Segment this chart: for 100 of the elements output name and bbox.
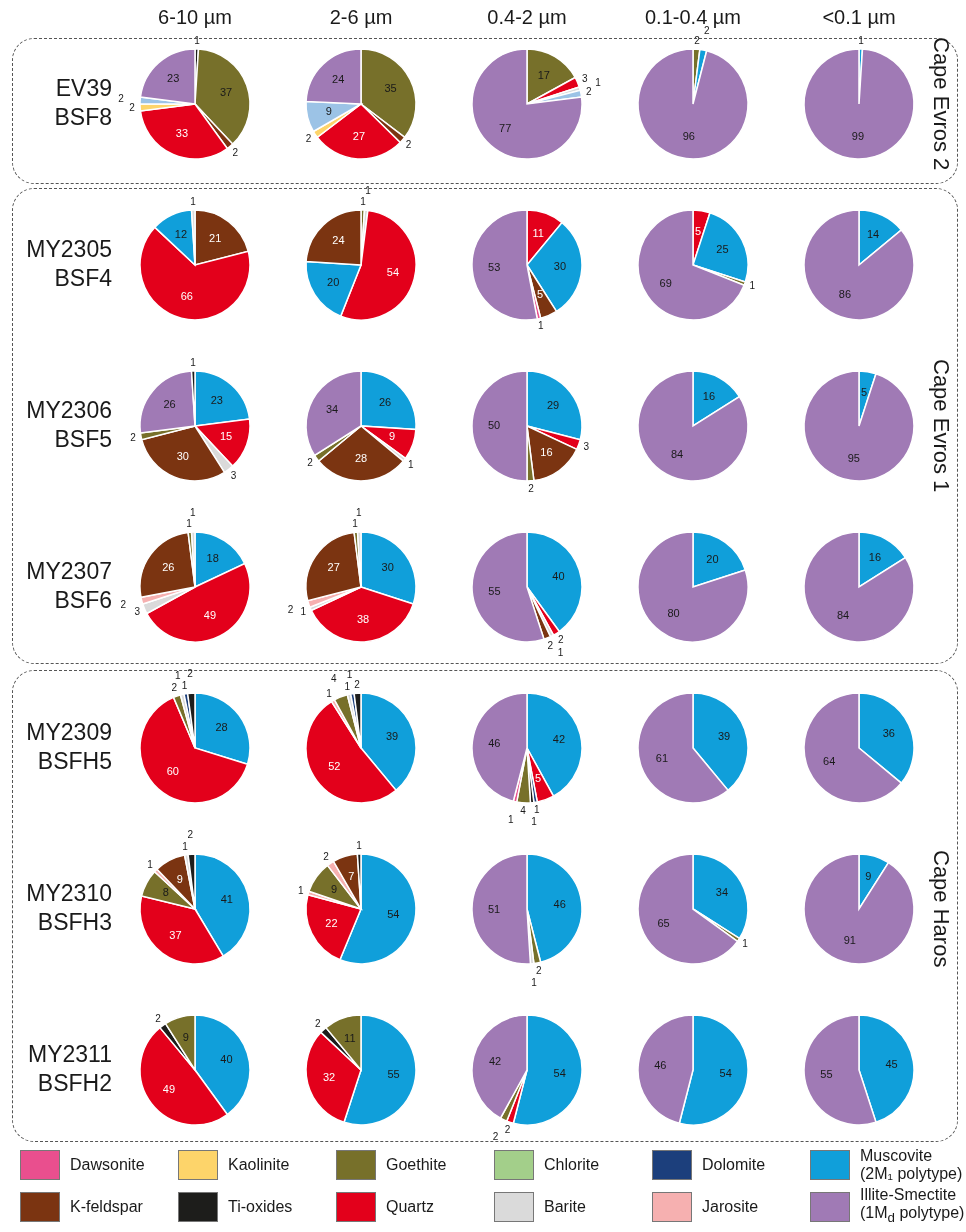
data-label: 2 <box>155 1013 162 1025</box>
data-label: 2 <box>405 139 412 151</box>
data-label: 9 <box>182 1031 189 1044</box>
data-label: 2 <box>187 668 194 680</box>
data-label: 33 <box>175 127 189 140</box>
data-label: 1 <box>508 814 515 826</box>
data-label: 1 <box>297 884 304 896</box>
data-label: 16 <box>868 551 882 564</box>
data-label: 1 <box>534 804 541 816</box>
data-label: 40 <box>220 1052 233 1065</box>
data-label: 28 <box>354 452 368 464</box>
data-label: 11 <box>344 1031 356 1044</box>
data-label: 1 <box>300 606 307 618</box>
data-label: 1 <box>360 196 367 208</box>
category-label: Kaolinite <box>228 1156 290 1174</box>
data-label: 2 <box>307 457 314 469</box>
data-label: 36 <box>882 726 895 739</box>
text: MY2309 BSFH5 <box>25 718 112 776</box>
data-label: 2 <box>528 482 535 494</box>
data-label: 38 <box>356 612 370 625</box>
data-label: 1 <box>190 357 197 369</box>
data-label: 84 <box>670 447 684 460</box>
data-label: 21 <box>209 231 222 244</box>
data-label: 2 <box>704 25 711 37</box>
data-label: 34 <box>325 403 339 416</box>
data-label: 61 <box>655 752 669 765</box>
data-label: 1 <box>344 680 351 692</box>
data-label: 1 <box>408 458 414 470</box>
data-label: 9 <box>388 430 396 443</box>
data-label: 50 <box>487 419 501 431</box>
data-label: 46 <box>488 736 501 749</box>
data-label: 4 <box>520 804 527 816</box>
chart-title: 6-10 µm <box>157 6 233 29</box>
text: MY2306 BSF5 <box>25 396 112 454</box>
category-label: Ti-oxides <box>228 1198 293 1216</box>
data-label: 3 <box>230 469 237 481</box>
data-label: 20 <box>706 553 719 566</box>
data-label: 1 <box>557 646 564 658</box>
data-label: 7 <box>348 870 355 883</box>
data-label: 5 <box>535 772 542 785</box>
data-label: 55 <box>820 1068 833 1081</box>
text: MY2310 BSFH3 <box>25 879 112 937</box>
data-label: 2 <box>354 679 361 691</box>
data-label: 46 <box>654 1058 667 1071</box>
data-label: 35 <box>384 82 397 95</box>
data-label: 42 <box>488 1054 502 1067</box>
data-label: 55 <box>387 1068 400 1081</box>
data-label: 84 <box>836 608 850 621</box>
data-label: 1 <box>352 518 359 530</box>
chart-title: 2-6 µm <box>328 6 394 29</box>
data-label: 29 <box>546 398 560 411</box>
chart-title: 0.4-2 µm <box>486 6 568 29</box>
data-label: 2 <box>536 964 543 976</box>
data-label: 30 <box>553 260 567 273</box>
data-label: 5 <box>861 386 868 399</box>
category-label: Barite <box>544 1198 586 1216</box>
data-label: 77 <box>499 121 512 134</box>
data-label: 26 <box>162 560 175 573</box>
data-label: 37 <box>169 928 182 941</box>
data-label: 27 <box>352 129 366 142</box>
data-label: 1 <box>749 280 756 292</box>
data-label: 5 <box>695 225 702 238</box>
data-label: 1 <box>346 668 353 680</box>
data-label: 23 <box>210 394 223 407</box>
data-label: 1 <box>365 185 372 197</box>
data-label: 11 <box>532 226 544 239</box>
data-label: 69 <box>659 276 672 289</box>
data-label: 60 <box>166 765 179 778</box>
data-label: 2 <box>557 634 564 646</box>
data-label: 1 <box>531 815 538 827</box>
data-label: 1 <box>182 840 189 852</box>
category-label: Illite-Smectite (1M$_{d}$ polytype) <box>860 1186 966 1228</box>
category-label: Dolomite <box>702 1156 766 1174</box>
data-label: 22 <box>325 916 338 929</box>
data-label: 1 <box>189 507 196 519</box>
data-label: 16 <box>540 445 553 458</box>
data-label: 64 <box>823 755 836 768</box>
text: EV39 BSF8 <box>53 74 112 132</box>
data-label: 1 <box>326 687 333 699</box>
data-label: 2 <box>287 603 294 615</box>
data-label: 39 <box>717 729 731 742</box>
data-label: 1 <box>147 858 154 870</box>
data-label: 1 <box>190 196 197 208</box>
data-label: 37 <box>219 85 233 98</box>
data-label: 30 <box>381 560 394 573</box>
data-label: 3 <box>134 606 141 618</box>
data-label: 1 <box>355 507 362 519</box>
data-label: 41 <box>220 893 233 906</box>
data-label: 51 <box>487 903 501 916</box>
data-label: 1 <box>537 320 544 332</box>
data-label: 2 <box>118 93 125 105</box>
data-label: 8 <box>162 886 169 899</box>
data-label: 2 <box>130 431 137 443</box>
category-label: K-feldspar <box>70 1198 143 1216</box>
data-label: 1 <box>186 518 193 530</box>
data-label: 86 <box>838 287 852 300</box>
data-label: 27 <box>327 561 340 574</box>
data-label: 2 <box>187 829 194 841</box>
data-label: 2 <box>315 1018 322 1030</box>
data-label: 54 <box>719 1067 732 1080</box>
